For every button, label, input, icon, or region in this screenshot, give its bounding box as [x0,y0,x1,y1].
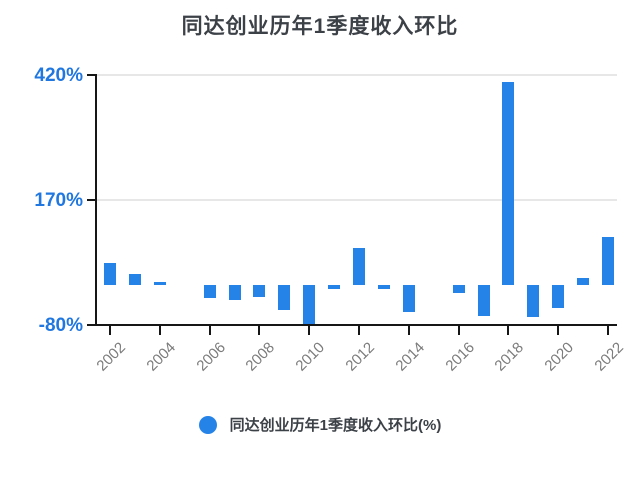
x-axis-label-2010: 2010 [292,339,329,375]
y-axis-label--80: -80% [38,315,83,336]
x-tick-2006 [208,326,211,335]
y-tick-170 [87,199,96,201]
gridline-170 [96,199,617,201]
x-axis-label-2002: 2002 [93,339,130,375]
x-tick-2016 [457,326,460,335]
bar-2007[interactable] [228,285,241,300]
x-tick-2002 [109,326,111,335]
bar-2020[interactable] [552,285,565,308]
bar-2006[interactable] [203,285,216,298]
x-axis-label-2006: 2006 [192,339,229,375]
bar-2014[interactable] [402,285,415,312]
bar-2009[interactable] [278,285,291,310]
x-axis-line [87,324,617,326]
bar-2002[interactable] [104,263,116,285]
x-tick-2018 [507,326,510,335]
plot-area: 420% 170% -80% 2002 2004 2006 2008 2010 2012 2014… [34,65,628,375]
x-tick-2004 [158,326,161,335]
x-axis-label-2016: 2016 [441,339,478,375]
x-tick-2022 [607,326,609,335]
y-axis-label-420: 420% [34,65,83,86]
gridline-420 [96,74,617,76]
bar-2004[interactable] [153,281,166,285]
x-axis-label-2004: 2004 [143,339,179,375]
y-tick-420 [87,74,96,76]
legend[interactable]: 同达创业历年1季度收入环比(%) [0,414,640,435]
x-axis-label-2014: 2014 [392,339,428,375]
bar-2011[interactable] [328,285,341,289]
y-axis-label-170: 170% [34,190,83,211]
x-axis-label-2008: 2008 [242,339,279,375]
x-tick-2012 [358,326,360,335]
x-tick-2020 [557,326,560,335]
bar-2021[interactable] [577,278,590,285]
x-axis-label-2012: 2012 [342,339,379,375]
bar-2017[interactable] [477,285,490,316]
y-axis-line [95,74,97,326]
bar-2013[interactable] [377,285,390,289]
x-tick-2008 [258,326,261,335]
x-tick-2010 [308,326,311,335]
x-tick-2014 [407,326,410,335]
bar-2022[interactable] [602,236,614,285]
bar-2003[interactable] [128,274,141,285]
bar-2019[interactable] [527,285,540,317]
legend-series-label: 同达创业历年1季度收入环比(%) [229,417,442,434]
bar-2012[interactable] [353,248,365,285]
bar-2010[interactable] [303,285,316,324]
bar-2008[interactable] [253,285,266,297]
legend-series-dot-icon [198,415,217,434]
bar-2016[interactable] [452,285,465,293]
bar-2018[interactable] [502,81,515,285]
chart-title: 同达创业历年1季度收入环比 [181,15,459,38]
x-axis-label-2022: 2022 [591,339,628,375]
x-axis-label-2020: 2020 [541,339,578,375]
x-axis-label-2018: 2018 [491,339,528,375]
